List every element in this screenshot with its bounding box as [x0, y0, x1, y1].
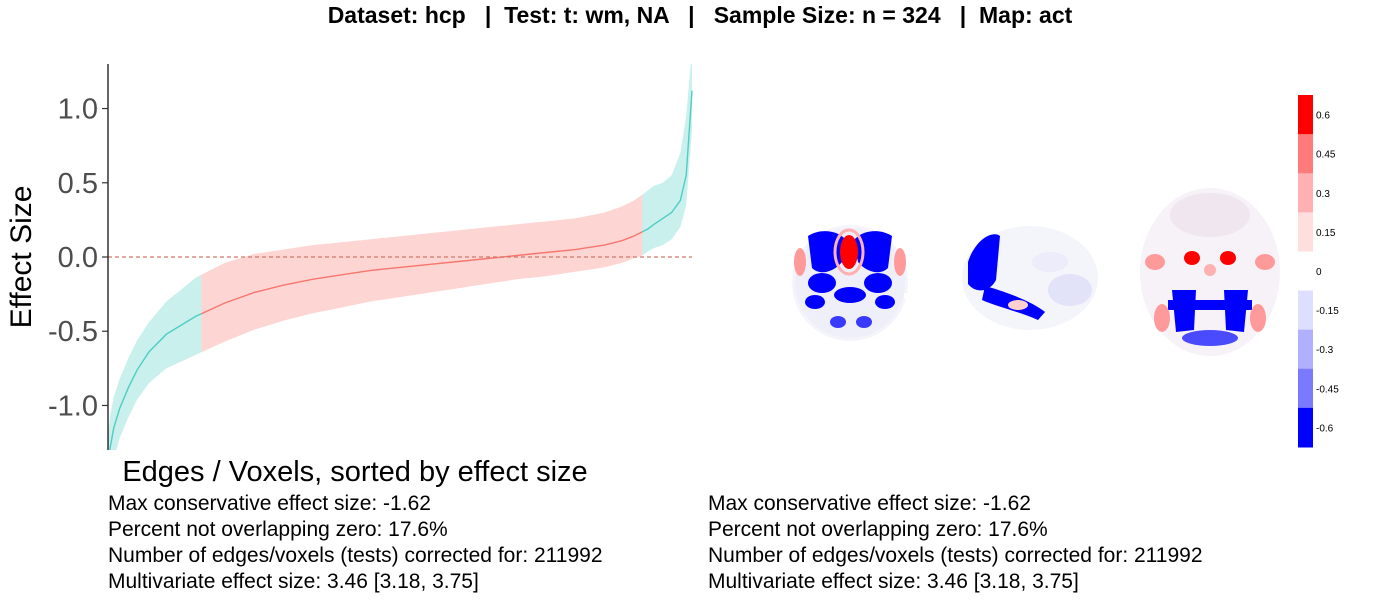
stats-panel-right: Max conservative effect size: -1.62 Perc… [708, 491, 1203, 595]
colorbar-swatch [1298, 212, 1313, 252]
stat-line: Percent not overlapping zero: 17.6% [108, 518, 448, 541]
colorbar-swatch [1298, 368, 1313, 409]
colorbar-tick-label: -0.6 [1316, 423, 1334, 434]
y-tick-label: 1.0 [58, 94, 98, 126]
colorbar-tick-label: -0.3 [1316, 345, 1334, 356]
colorbar-tick-label: -0.45 [1316, 384, 1339, 395]
colorbar-tick-label: 0.45 [1316, 150, 1336, 161]
colorbar-swatch [1298, 173, 1313, 213]
colorbar-swatch [1298, 251, 1313, 292]
y-tick-label: 0.5 [58, 168, 98, 200]
estimate-line-significant-high [642, 90, 693, 233]
stat-line: Multivariate effect size: 3.46 [3.18, 3.… [708, 570, 1079, 593]
y-axis-label: Effect Size [5, 186, 38, 329]
colorbar-tick-label: 0.15 [1316, 228, 1336, 239]
y-tick-label: -1.0 [48, 390, 98, 422]
stat-line: Number of edges/voxels (tests) corrected… [708, 544, 1203, 567]
colorbar-tick-label: 0.6 [1316, 111, 1330, 122]
estimate-line-nonsignificant [201, 231, 643, 315]
ci-band-significant-high [642, 64, 692, 256]
colorbar-tick-label: -0.15 [1316, 306, 1339, 317]
colorbar-swatch [1298, 134, 1313, 174]
colorbar-swatch [1298, 95, 1313, 135]
y-tick-label: 0.0 [58, 242, 98, 274]
colorbar-swatch [1298, 407, 1313, 448]
colorbar-swatch [1298, 329, 1313, 370]
coronal-slice-image [792, 225, 910, 341]
ci-band-significant-low [108, 274, 202, 450]
colorbar-swatch [1298, 290, 1313, 331]
stat-line: Max conservative effect size: -1.62 [108, 492, 431, 515]
stat-line: Multivariate effect size: 3.46 [3.18, 3.… [108, 570, 479, 593]
colorbar: 0.6 0.45 0.3 0.15 0 -0.15 -0.3 -0.45 -0.6 [1298, 95, 1339, 448]
plot-area [108, 64, 693, 450]
stats-panel-left: Max conservative effect size: -1.62 Perc… [108, 491, 603, 595]
sagittal-slice-image [962, 226, 1098, 330]
colorbar-tick-label: 0.3 [1316, 189, 1330, 200]
colorbar-tick-label: 0 [1316, 267, 1322, 278]
stat-line: Max conservative effect size: -1.62 [708, 492, 1031, 515]
stat-line: Number of edges/voxels (tests) corrected… [108, 544, 603, 567]
stat-line: Percent not overlapping zero: 17.6% [708, 518, 1048, 541]
brain-slices-image [792, 188, 1280, 356]
estimate-line-significant-low [109, 313, 202, 450]
ci-band-nonsignificant [201, 194, 643, 353]
y-tick-label: -0.5 [48, 316, 98, 348]
effect-size-plot: 1.0 0.5 0.0 -0.5 -1.0 Effect Size Edges / Voxe… [5, 64, 693, 488]
chart-title: Dataset: hcp | Test: t: wm, NA | Sample … [327, 2, 1073, 28]
axial-slice-image [1140, 188, 1280, 356]
x-axis-label: Edges / Voxels, sorted by effect size [122, 456, 587, 488]
